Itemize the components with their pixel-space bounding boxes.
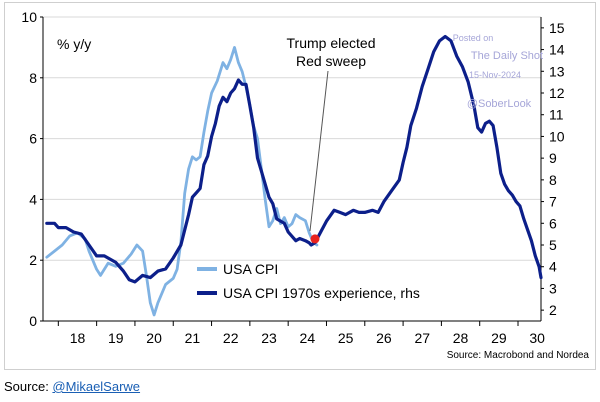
x-tick-label-27: 27: [414, 330, 430, 346]
chart-legend: USA CPI USA CPI 1970s experience, rhs: [197, 261, 420, 301]
watermark-date: 15-Nov-2024: [469, 70, 521, 80]
y-right-tick-label-6: 6: [549, 215, 557, 231]
event-pointer-line: [309, 70, 329, 232]
y-right-tick-label-15: 15: [549, 20, 565, 36]
legend-label-usa-cpi: USA CPI: [223, 261, 278, 277]
y-left-tick-label-10: 10: [21, 9, 37, 25]
footer-source-prefix: Source:: [4, 379, 53, 394]
y-left-tick-label-4: 4: [29, 191, 37, 207]
chart-source-note: Source: Macrobond and Nordea: [447, 350, 590, 361]
y-left-tick-label-0: 0: [29, 313, 37, 329]
y-right-tick-label-9: 9: [549, 150, 557, 166]
series-line-usa-cpi-1970s: [45, 34, 543, 284]
x-tick-label-18: 18: [70, 330, 86, 346]
event-annotation-line1: Trump elected: [287, 35, 376, 51]
x-tick-label-25: 25: [338, 330, 354, 346]
legend-label-1970s: USA CPI 1970s experience, rhs: [223, 285, 420, 301]
x-tick-label-23: 23: [261, 330, 277, 346]
y-right-tick-label-13: 13: [549, 63, 565, 79]
y-right-tick-label-8: 8: [549, 172, 557, 188]
y-right-tick-label-11: 11: [549, 107, 564, 123]
x-tick-label-22: 22: [223, 330, 239, 346]
y-right-tick-label-7: 7: [549, 194, 557, 210]
y-right-tick-label-3: 3: [549, 280, 557, 296]
footer-source: Source: @MikaelSarwe: [4, 379, 140, 394]
footer-source-link[interactable]: @MikaelSarwe: [52, 379, 141, 394]
x-tick-label-29: 29: [491, 330, 507, 346]
x-tick-label-26: 26: [376, 330, 392, 346]
x-tick-label-24: 24: [300, 330, 316, 346]
watermark-site: The Daily Shot: [471, 50, 543, 62]
y-right-tick-label-4: 4: [549, 259, 557, 275]
x-tick-label-28: 28: [453, 330, 469, 346]
event-annotation-line2: Red sweep: [296, 53, 366, 69]
y-left-tick-label-8: 8: [29, 70, 37, 86]
y-right-tick-label-2: 2: [549, 302, 557, 318]
y-right-tick-label-14: 14: [549, 42, 565, 58]
y-left-tick-label-6: 6: [29, 131, 37, 147]
x-tick-label-20: 20: [146, 330, 162, 346]
watermark-posted-on: Posted on: [453, 33, 494, 43]
y-axis-unit-label: % y/y: [57, 36, 91, 52]
x-tick-label-30: 30: [529, 330, 545, 346]
x-tick-label-21: 21: [185, 330, 201, 346]
y-right-tick-label-12: 12: [549, 85, 565, 101]
y-right-tick-label-10: 10: [549, 128, 565, 144]
x-tick-label-19: 19: [108, 330, 124, 346]
watermark-handle: @SoberLook: [467, 98, 532, 110]
chart-panel: 0 2 4 6 8 10 2 3 4 5 6 7 8 9 10 11 12 13 14 15 18 19 20 21 22 23 2…: [4, 2, 596, 370]
y-right-tick-label-5: 5: [549, 237, 557, 253]
y-left-tick-label-2: 2: [29, 252, 37, 268]
event-marker-point: [310, 234, 320, 244]
